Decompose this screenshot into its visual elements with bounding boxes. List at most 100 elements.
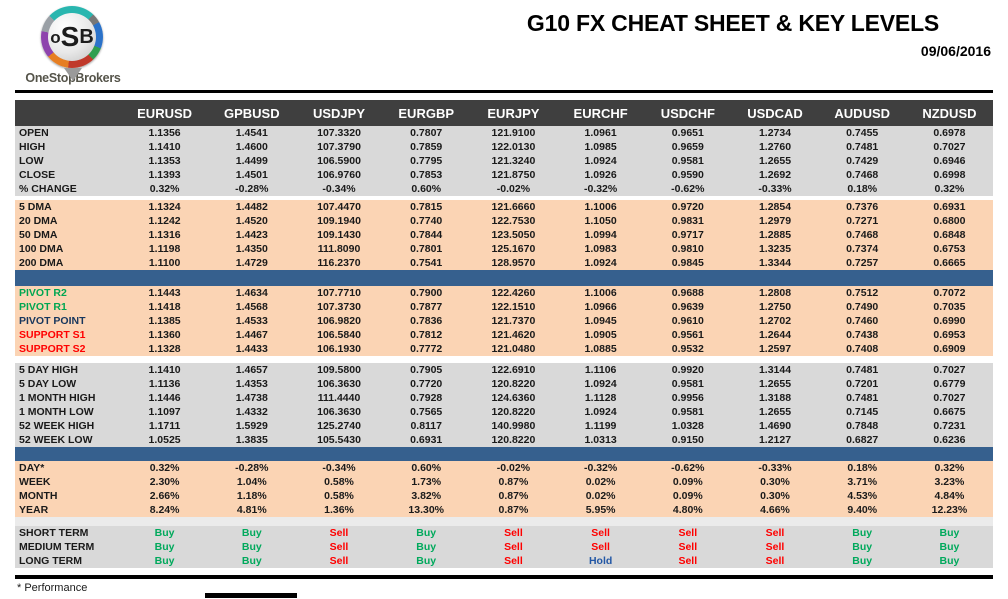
table-cell: -0.33% xyxy=(758,183,792,195)
table-cell: 0.7408 xyxy=(846,343,879,355)
table-cell: 107.3730 xyxy=(317,301,361,313)
table-cell: 1.2644 xyxy=(758,329,792,341)
row-label: MONTH xyxy=(19,490,58,502)
table-cell: 1.2734 xyxy=(758,127,792,139)
table-cell: 0.7807 xyxy=(410,127,443,139)
table-cell: 4.53% xyxy=(847,490,878,502)
row-label: 100 DMA xyxy=(19,243,64,255)
table-cell: 1.2655 xyxy=(758,378,792,390)
table-cell: 1.1446 xyxy=(148,392,181,404)
table-cell: 1.4350 xyxy=(235,243,268,255)
table-cell: 1.2854 xyxy=(758,201,792,213)
table-cell: 0.8117 xyxy=(410,420,442,432)
row-label: PIVOT R2 xyxy=(19,287,67,299)
table-cell: 1.1353 xyxy=(148,155,181,167)
table-cell: 1.0313 xyxy=(584,434,617,446)
row-label: HIGH xyxy=(19,141,46,153)
table-row: 5 DAY HIGH 1.1410 1.4657 109.5800 0.7905 122.… xyxy=(15,363,993,377)
table-cell: -0.02% xyxy=(496,183,531,195)
table-cell: 1.3835 xyxy=(235,434,268,446)
table-cell: 0.7201 xyxy=(846,378,879,390)
table-cell: 0.6998 xyxy=(933,169,966,181)
table-cell: 1.2655 xyxy=(758,155,792,167)
footer-black-bar xyxy=(205,593,297,598)
table-cell: 140.9980 xyxy=(491,420,536,432)
table-cell: Buy xyxy=(241,555,262,567)
table-cell: 0.32% xyxy=(934,183,965,195)
block-pivots: PIVOT R2 1.1443 1.4634 107.7710 0.7900 122.42… xyxy=(15,286,993,356)
table-cell: 1.4501 xyxy=(235,169,268,181)
table-cell: 0.9581 xyxy=(671,155,704,167)
table-cell: Sell xyxy=(591,527,610,539)
table-cell: 1.4353 xyxy=(235,378,268,390)
table-header-row: EURUSD GPBUSD USDJPY EURGBP EURJPY EURCHF USDC… xyxy=(15,100,993,126)
row-label: 52 WEEK LOW xyxy=(19,434,93,446)
table-cell: 125.1670 xyxy=(491,243,536,255)
table-row: LONG TERM Buy Buy Sell Buy Sell Hold Sell Sell Bu… xyxy=(15,554,993,568)
table-cell: 0.87% xyxy=(498,504,529,516)
table-cell: 0.7027 xyxy=(933,392,966,404)
table-cell: 116.2370 xyxy=(317,257,361,269)
table-row: HIGH 1.1410 1.4600 107.3790 0.7859 122.0130 1.… xyxy=(15,140,993,154)
table-cell: 0.7374 xyxy=(846,243,879,255)
table-cell: 1.1199 xyxy=(584,420,617,432)
table-cell: 0.9956 xyxy=(671,392,704,404)
table-row: PIVOT R2 1.1443 1.4634 107.7710 0.7900 122.42… xyxy=(15,286,993,300)
spacer xyxy=(15,517,993,526)
table-cell: 0.9651 xyxy=(671,127,704,139)
row-label: LOW xyxy=(19,155,44,167)
table-cell: 0.32% xyxy=(149,183,180,195)
table-cell: 0.7928 xyxy=(410,392,443,404)
table-cell: 122.6910 xyxy=(491,364,536,376)
table-cell: 0.32% xyxy=(934,462,965,474)
table-cell: 1.2885 xyxy=(758,229,792,241)
table-row: 52 WEEK HIGH 1.1711 1.5929 125.2740 0.8117 14… xyxy=(15,419,993,433)
table-cell: 3.82% xyxy=(411,490,442,502)
table-row: MEDIUM TERM Buy Buy Sell Buy Sell Sell Sell Sell… xyxy=(15,540,993,554)
table-cell: 1.1443 xyxy=(148,287,181,299)
table-cell: 0.9845 xyxy=(671,257,704,269)
table-cell: 0.9561 xyxy=(671,329,704,341)
table-cell: 0.30% xyxy=(760,476,790,488)
table-cell: Sell xyxy=(504,527,523,539)
logo-letter-o: o xyxy=(50,27,61,47)
table-cell: 0.7438 xyxy=(846,329,879,341)
table-cell: 1.0525 xyxy=(148,434,181,446)
column-header-eurgbp: EURGBP xyxy=(398,105,455,121)
table-cell: 0.60% xyxy=(411,183,442,195)
table-cell: 0.6990 xyxy=(933,315,966,327)
table-row: 50 DMA 1.1316 1.4423 109.1430 0.7844 123.5050… xyxy=(15,228,993,242)
block-performance: DAY* 0.32% -0.28% -0.34% 0.60% -0.02% -0.32% -0… xyxy=(15,461,993,517)
table-cell: 107.4470 xyxy=(317,201,361,213)
table-cell: 1.4738 xyxy=(235,392,268,404)
table-cell: 0.7905 xyxy=(410,364,443,376)
table-cell: Sell xyxy=(765,541,785,553)
table-cell: 122.0130 xyxy=(491,141,536,153)
row-label: PIVOT R1 xyxy=(19,301,67,313)
page-title: G10 FX CHEAT SHEET & KEY LEVELS xyxy=(526,10,940,36)
table-cell: 1.0983 xyxy=(584,243,617,255)
table-cell: 0.7035 xyxy=(933,301,966,313)
table-cell: 1.4482 xyxy=(235,201,268,213)
table-cell: 0.7072 xyxy=(933,287,966,299)
table-cell: 1.1106 xyxy=(584,364,617,376)
spacer xyxy=(15,356,993,363)
table-cell: 1.1418 xyxy=(148,301,181,313)
table-cell: 2.30% xyxy=(149,476,180,488)
table-cell: 0.7795 xyxy=(410,155,443,167)
table-cell: 105.5430 xyxy=(317,434,361,446)
table-cell: 0.7429 xyxy=(846,155,879,167)
table-cell: 0.6665 xyxy=(933,257,966,269)
row-label: 5 DAY LOW xyxy=(19,378,77,390)
table-row: CLOSE 1.1393 1.4501 106.9760 0.7853 121.8750 1… xyxy=(15,168,993,182)
table-cell: 1.4541 xyxy=(235,127,268,139)
table-cell: 106.5900 xyxy=(317,155,361,167)
table-cell: Hold xyxy=(588,555,613,567)
table-cell: 0.7231 xyxy=(933,420,966,432)
table-cell: 1.1711 xyxy=(148,420,181,432)
table-cell: 1.3235 xyxy=(758,243,792,255)
table-row: WEEK 2.30% 1.04% 0.58% 1.73% 0.87% 0.02% 0.09% 0… xyxy=(15,475,993,489)
table-cell: 107.3790 xyxy=(317,141,361,153)
